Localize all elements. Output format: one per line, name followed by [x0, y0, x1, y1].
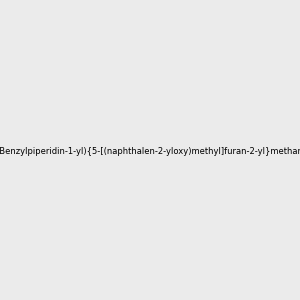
Text: (4-Benzylpiperidin-1-yl){5-[(naphthalen-2-yloxy)methyl]furan-2-yl}methanone: (4-Benzylpiperidin-1-yl){5-[(naphthalen-…	[0, 147, 300, 156]
